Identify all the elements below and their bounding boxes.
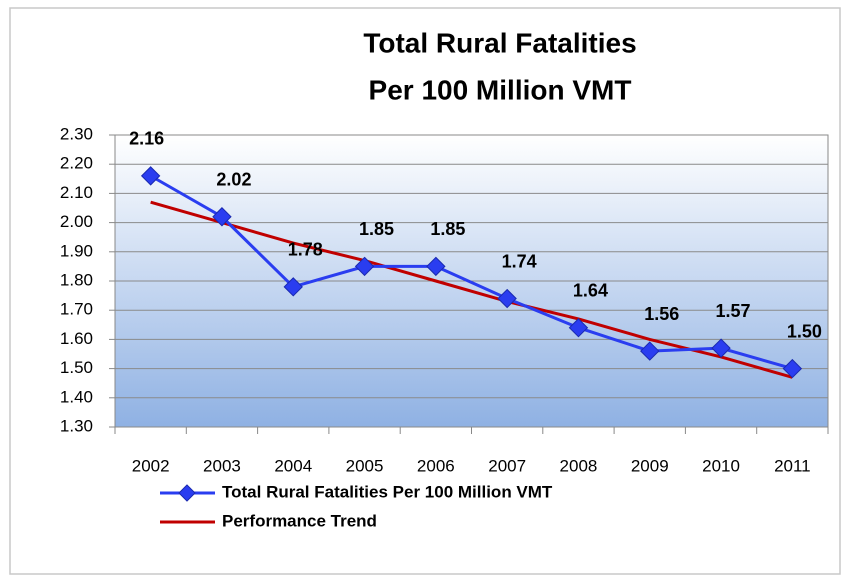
data-label: 1.78: [288, 240, 323, 260]
data-marker: [782, 358, 803, 379]
data-label: 1.57: [716, 301, 751, 321]
y-tick-label: 1.60: [60, 329, 93, 348]
y-tick-label: 1.70: [60, 300, 93, 319]
x-tick-label: 2006: [417, 456, 455, 475]
chart-title: Per 100 Million VMT: [369, 74, 632, 105]
y-tick-label: 2.10: [60, 183, 93, 202]
data-label: 1.85: [359, 219, 394, 239]
x-tick-label: 2010: [702, 456, 740, 475]
data-marker: [426, 256, 446, 277]
y-tick-label: 1.30: [60, 416, 93, 435]
data-marker: [640, 341, 660, 361]
x-tick-label: 2005: [346, 456, 384, 475]
y-tick-label: 2.00: [60, 212, 93, 231]
data-marker: [212, 207, 232, 227]
y-tick-label: 1.90: [60, 241, 93, 260]
legend-marker: [178, 484, 196, 502]
chart-title: Total Rural Fatalities: [363, 27, 636, 58]
y-tick-label: 1.40: [60, 387, 93, 406]
data-label: 1.85: [430, 219, 465, 239]
x-tick-label: 2003: [203, 456, 241, 475]
x-tick-label: 2004: [274, 456, 312, 475]
x-tick-label: 2002: [132, 456, 170, 475]
data-label: 2.16: [129, 129, 164, 149]
data-label: 1.64: [573, 280, 608, 300]
data-label: 1.56: [644, 304, 679, 324]
data-marker: [140, 166, 161, 186]
x-tick-label: 2007: [488, 456, 526, 475]
data-label: 2.02: [216, 170, 251, 190]
data-marker: [711, 338, 731, 358]
legend-label: Performance Trend: [222, 511, 377, 530]
series-line: [149, 174, 793, 371]
y-tick-label: 1.80: [60, 270, 93, 289]
data-label: 1.74: [502, 251, 537, 271]
data-marker: [283, 277, 303, 297]
y-tick-label: 2.30: [60, 124, 93, 143]
data-marker: [497, 288, 517, 309]
y-tick-label: 1.50: [60, 358, 93, 377]
data-marker: [568, 318, 589, 338]
y-tick-label: 2.20: [60, 154, 93, 173]
legend-label: Total Rural Fatalities Per 100 Million V…: [222, 482, 553, 501]
data-label: 1.50: [787, 321, 822, 341]
x-tick-label: 2008: [560, 456, 598, 475]
data-marker: [354, 256, 375, 277]
x-tick-label: 2011: [774, 456, 811, 475]
x-tick-label: 2009: [631, 456, 669, 475]
